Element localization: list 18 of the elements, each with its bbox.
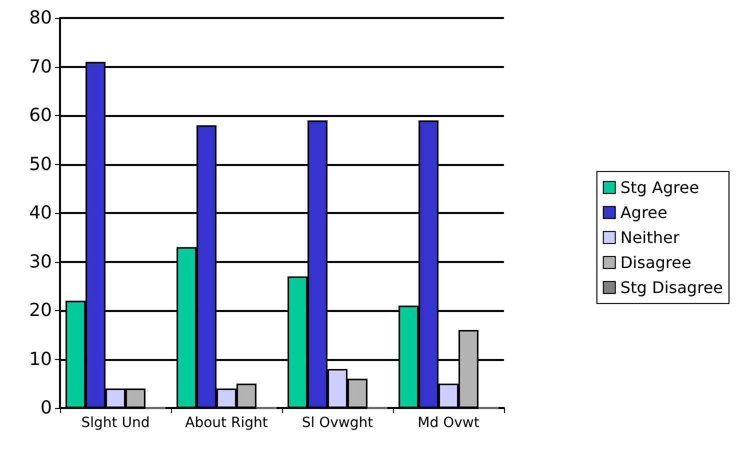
- y-tick-label: 30: [29, 251, 52, 272]
- y-tick-label: 0: [40, 398, 52, 418]
- x-tick-label: Sl Ovwght: [302, 415, 374, 431]
- y-tick-label: 80: [29, 8, 52, 28]
- y-tick-label: 10: [29, 348, 52, 370]
- legend-label: Stg Agree: [620, 178, 700, 197]
- legend-label: Neither: [620, 228, 680, 247]
- y-tick-label: 60: [29, 105, 52, 126]
- y-tick-label: 70: [29, 56, 52, 78]
- legend-label: Agree: [620, 203, 668, 222]
- y-tick-label: 50: [29, 154, 52, 175]
- x-tick-label: About Right: [185, 415, 268, 431]
- y-tick-label: 20: [29, 300, 52, 321]
- legend-label: Disagree: [620, 253, 692, 272]
- x-tick-label: Slght Und: [81, 415, 150, 431]
- legend-label: Stg Disagree: [620, 278, 724, 297]
- y-tick-label: 40: [29, 202, 52, 224]
- x-tick-label: Md Ovwt: [418, 415, 480, 431]
